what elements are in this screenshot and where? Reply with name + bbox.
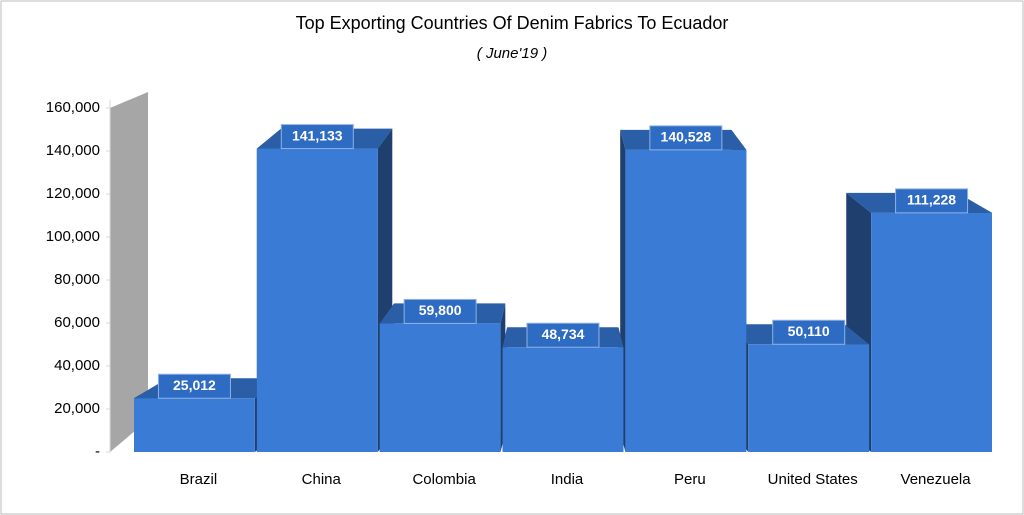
value-label-box [157, 373, 231, 399]
value-label: 50,110 [788, 323, 830, 339]
value-label-box [526, 322, 600, 348]
y-tick-label: 80,000 [54, 271, 100, 288]
value-label: 111,228 [907, 192, 956, 208]
labels: 25,012 141,133 59,800 48,734 140,528 50,110 11… [157, 124, 969, 399]
y-tick-label: 60,000 [54, 314, 100, 331]
value-label-box [280, 124, 354, 150]
x-tick-label: United States [768, 471, 858, 488]
bar [134, 398, 255, 452]
value-label-box [403, 298, 477, 324]
x-tick-label: China [302, 471, 342, 488]
value-label-box [895, 188, 969, 214]
y-tick-label: 120,000 [46, 185, 100, 202]
fronts [134, 148, 992, 452]
value-label: 59,800 [419, 302, 462, 318]
back-wall [110, 92, 148, 452]
chart-subtitle: ( June'19 ) [477, 45, 547, 62]
x-tick-label: Venezuela [901, 471, 972, 488]
y-tick-label: 100,000 [46, 228, 100, 245]
y-tick-label: 140,000 [46, 142, 100, 159]
bar [871, 212, 992, 452]
value-label: 25,012 [173, 377, 216, 393]
bar [625, 149, 747, 452]
y-tick-label: - [95, 443, 100, 460]
value-label: 140,528 [661, 129, 712, 145]
x-tick-label: Colombia [412, 471, 476, 488]
x-tick-label: Brazil [180, 471, 218, 488]
bar [256, 148, 378, 452]
y-tick-label: 160,000 [46, 99, 100, 116]
bar [379, 323, 501, 452]
bar [502, 347, 624, 452]
value-label: 141,133 [292, 127, 343, 143]
value-label-box [649, 125, 723, 151]
bar [748, 344, 870, 452]
value-label-box [772, 319, 846, 345]
value-label: 48,734 [542, 326, 585, 342]
x-tick-label: India [551, 471, 584, 488]
y-tick-label: 20,000 [54, 400, 100, 417]
x-tick-label: Peru [674, 471, 706, 488]
chart-title: Top Exporting Countries Of Denim Fabrics… [296, 13, 729, 33]
y-tick-label: 40,000 [54, 357, 100, 374]
